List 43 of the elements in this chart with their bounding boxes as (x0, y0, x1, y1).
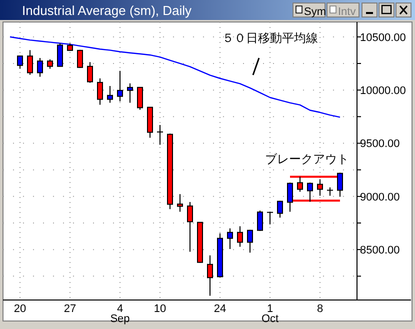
candlestick (287, 182, 293, 212)
text: Sym (304, 6, 326, 18)
candlestick (227, 228, 233, 250)
candlestick (307, 182, 313, 202)
candlestick (257, 210, 263, 232)
candlestick (177, 194, 183, 212)
candlestick (317, 178, 323, 196)
candlestick (17, 55, 23, 70)
chart-title: Industrial Average (sm), Daily (22, 3, 192, 18)
candlestick (127, 82, 133, 104)
y-tick-label: 8500.00 (360, 244, 400, 257)
x-tick-label: 20 (14, 303, 26, 315)
y-tick-label: 9000.00 (360, 191, 400, 204)
x-tick-label: 10 (154, 303, 166, 315)
candlestick (266, 211, 274, 225)
candlestick (47, 58, 53, 70)
x-tick-label: 8 (316, 303, 324, 315)
candlestick (87, 62, 93, 84)
text: Intv (338, 6, 356, 18)
annotation: ブレークアウト (265, 152, 349, 166)
candlestick (207, 254, 213, 296)
annotation: ５０日移動平均線 (222, 31, 318, 45)
candlestick (37, 58, 43, 78)
y-tick-label: 10000.00 (360, 85, 406, 98)
candlestick (107, 86, 113, 104)
candlestick (277, 200, 283, 218)
candlestick (97, 78, 103, 106)
candlestick (156, 124, 164, 146)
candlestick (27, 50, 33, 76)
y-tick-label: 10500.00 (360, 32, 406, 44)
candlestick (187, 202, 193, 252)
candlestick (137, 86, 143, 110)
candlestick (77, 49, 83, 68)
candlestick (117, 70, 123, 102)
candlestick (247, 229, 253, 254)
candlestick (337, 172, 343, 198)
candlestick (57, 42, 63, 68)
x-tick-label: 1 Oct (261, 303, 279, 325)
candlestick (237, 226, 243, 248)
x-tick-label: 27 (64, 303, 76, 315)
x-tick-label: 24 (214, 303, 226, 315)
x-tick-label: 4 Sep (110, 303, 130, 325)
y-tick-label: 9500.00 (360, 138, 400, 150)
